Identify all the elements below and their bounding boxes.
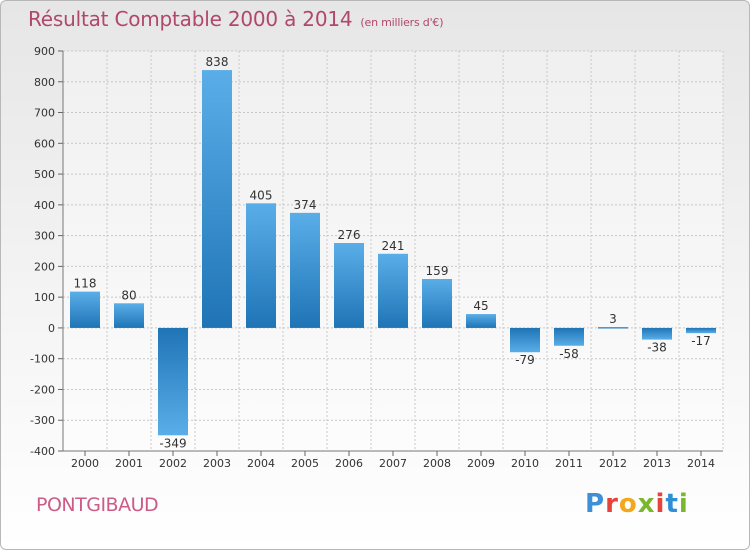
bar xyxy=(290,212,320,328)
y-tick-label: 800 xyxy=(34,76,55,89)
chart-subtitle: (en milliers d'€) xyxy=(360,16,444,29)
brand-logo: Proxiti xyxy=(585,489,689,519)
x-tick-label: 2008 xyxy=(423,457,451,470)
bar xyxy=(466,314,496,328)
bar xyxy=(334,243,364,328)
y-tick-label: 900 xyxy=(34,45,55,58)
y-tick-label: 600 xyxy=(34,137,55,150)
brand-letter: t xyxy=(665,489,679,519)
data-label: -17 xyxy=(691,334,711,348)
data-label: 159 xyxy=(426,264,449,278)
x-tick-label: 2014 xyxy=(687,457,715,470)
y-tick-label: 200 xyxy=(34,260,55,273)
x-tick-label: 2002 xyxy=(159,457,187,470)
data-label: -38 xyxy=(647,341,667,355)
y-tick-label: 100 xyxy=(34,291,55,304)
brand-letter: o xyxy=(618,489,638,519)
data-label: 838 xyxy=(206,55,229,69)
y-tick-label: -200 xyxy=(30,383,55,396)
data-label: 241 xyxy=(382,239,405,253)
bar xyxy=(510,327,540,353)
bar xyxy=(202,70,232,328)
data-label: 45 xyxy=(473,299,488,313)
brand-letter: x xyxy=(637,489,656,519)
data-label: -58 xyxy=(559,347,579,361)
x-tick-label: 2007 xyxy=(379,457,407,470)
bar xyxy=(158,327,188,436)
y-tick-label: 500 xyxy=(34,168,55,181)
bar xyxy=(246,203,276,328)
bar xyxy=(642,327,672,340)
x-tick-label: 2009 xyxy=(467,457,495,470)
data-label: -79 xyxy=(515,353,535,367)
data-label: 374 xyxy=(294,198,317,212)
data-label: 118 xyxy=(74,277,97,291)
x-tick-label: 2006 xyxy=(335,457,363,470)
x-tick-label: 2012 xyxy=(599,457,627,470)
bar xyxy=(70,291,100,328)
bar xyxy=(598,327,628,329)
y-tick-label: -300 xyxy=(30,414,55,427)
brand-letter: i xyxy=(678,489,689,519)
bar xyxy=(378,253,408,328)
data-label: -349 xyxy=(159,436,186,450)
bar xyxy=(114,303,144,328)
x-tick-label: 2000 xyxy=(71,457,99,470)
x-tick-label: 2010 xyxy=(511,457,539,470)
y-tick-label: 400 xyxy=(34,199,55,212)
brand-letter: r xyxy=(605,489,619,519)
y-tick-label: 0 xyxy=(48,322,55,335)
bar xyxy=(554,327,584,346)
y-tick-label: 300 xyxy=(34,230,55,243)
x-tick-label: 2004 xyxy=(247,457,275,470)
brand-letter: i xyxy=(655,489,666,519)
x-tick-label: 2001 xyxy=(115,457,143,470)
chart-title-text: Résultat Comptable 2000 à 2014 xyxy=(28,7,353,31)
data-label: 276 xyxy=(338,228,361,242)
x-tick-label: 2011 xyxy=(555,457,583,470)
chart-title: Résultat Comptable 2000 à 2014 (en millie… xyxy=(28,7,444,31)
x-tick-label: 2003 xyxy=(203,457,231,470)
x-tick-label: 2005 xyxy=(291,457,319,470)
x-tick-label: 2013 xyxy=(643,457,671,470)
data-label: 80 xyxy=(121,288,136,302)
brand-letter: P xyxy=(585,489,606,519)
town-name: PONTGIBAUD xyxy=(36,494,159,516)
y-tick-label: -400 xyxy=(30,445,55,458)
y-tick-label: 700 xyxy=(34,107,55,120)
bar xyxy=(422,279,452,328)
y-tick-label: -100 xyxy=(30,353,55,366)
data-label: 3 xyxy=(609,312,617,326)
data-label: 405 xyxy=(250,188,273,202)
bar xyxy=(686,327,716,334)
